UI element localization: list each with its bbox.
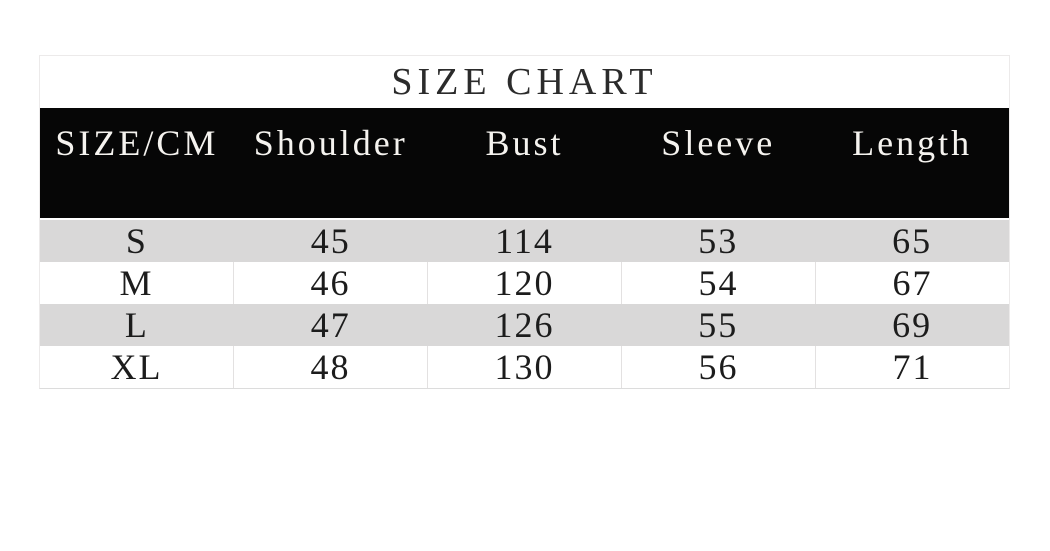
header-row-divider <box>40 218 1009 220</box>
size-cell: XL <box>110 347 163 387</box>
value-cell: 65 <box>892 221 933 261</box>
value-cell: 46 <box>233 262 427 304</box>
value-cell: 120 <box>427 262 621 304</box>
size-cell: L <box>124 305 149 345</box>
value-cell: 126 <box>494 305 555 345</box>
value-cell: 130 <box>427 346 621 388</box>
size-chart-title: SIZE CHART <box>40 56 1009 108</box>
size-chart-panel: SIZE CHART SIZE/CM Shoulder Bust Sleeve … <box>39 55 1010 389</box>
value-cell: 45 <box>310 221 351 261</box>
value-cell: 114 <box>495 221 554 261</box>
header-cell-bust: Bust <box>485 123 564 163</box>
header-cell-sleeve: Sleeve <box>661 123 776 163</box>
table-row-m: M 46 120 54 67 <box>40 262 1009 304</box>
value-cell: 54 <box>621 262 815 304</box>
value-cell: 55 <box>698 305 739 345</box>
size-cell: M <box>119 263 154 303</box>
header-cell-size-cm: SIZE/CM <box>55 123 219 163</box>
value-cell: 48 <box>233 346 427 388</box>
value-cell: 67 <box>815 262 1009 304</box>
size-cell: S <box>125 221 148 261</box>
header-cell-shoulder: Shoulder <box>253 123 408 163</box>
table-row-l: L 47 126 55 69 <box>40 304 1009 346</box>
table-header-row: SIZE/CM Shoulder Bust Sleeve Length <box>40 108 1009 218</box>
value-cell: 69 <box>892 305 933 345</box>
table-row-xl: XL 48 130 56 71 <box>40 346 1009 388</box>
value-cell: 53 <box>698 221 739 261</box>
value-cell: 47 <box>310 305 351 345</box>
value-cell: 71 <box>815 346 1009 388</box>
value-cell: 56 <box>621 346 815 388</box>
header-cell-length: Length <box>852 123 973 163</box>
table-row-s: S 45 114 53 65 <box>40 220 1009 262</box>
